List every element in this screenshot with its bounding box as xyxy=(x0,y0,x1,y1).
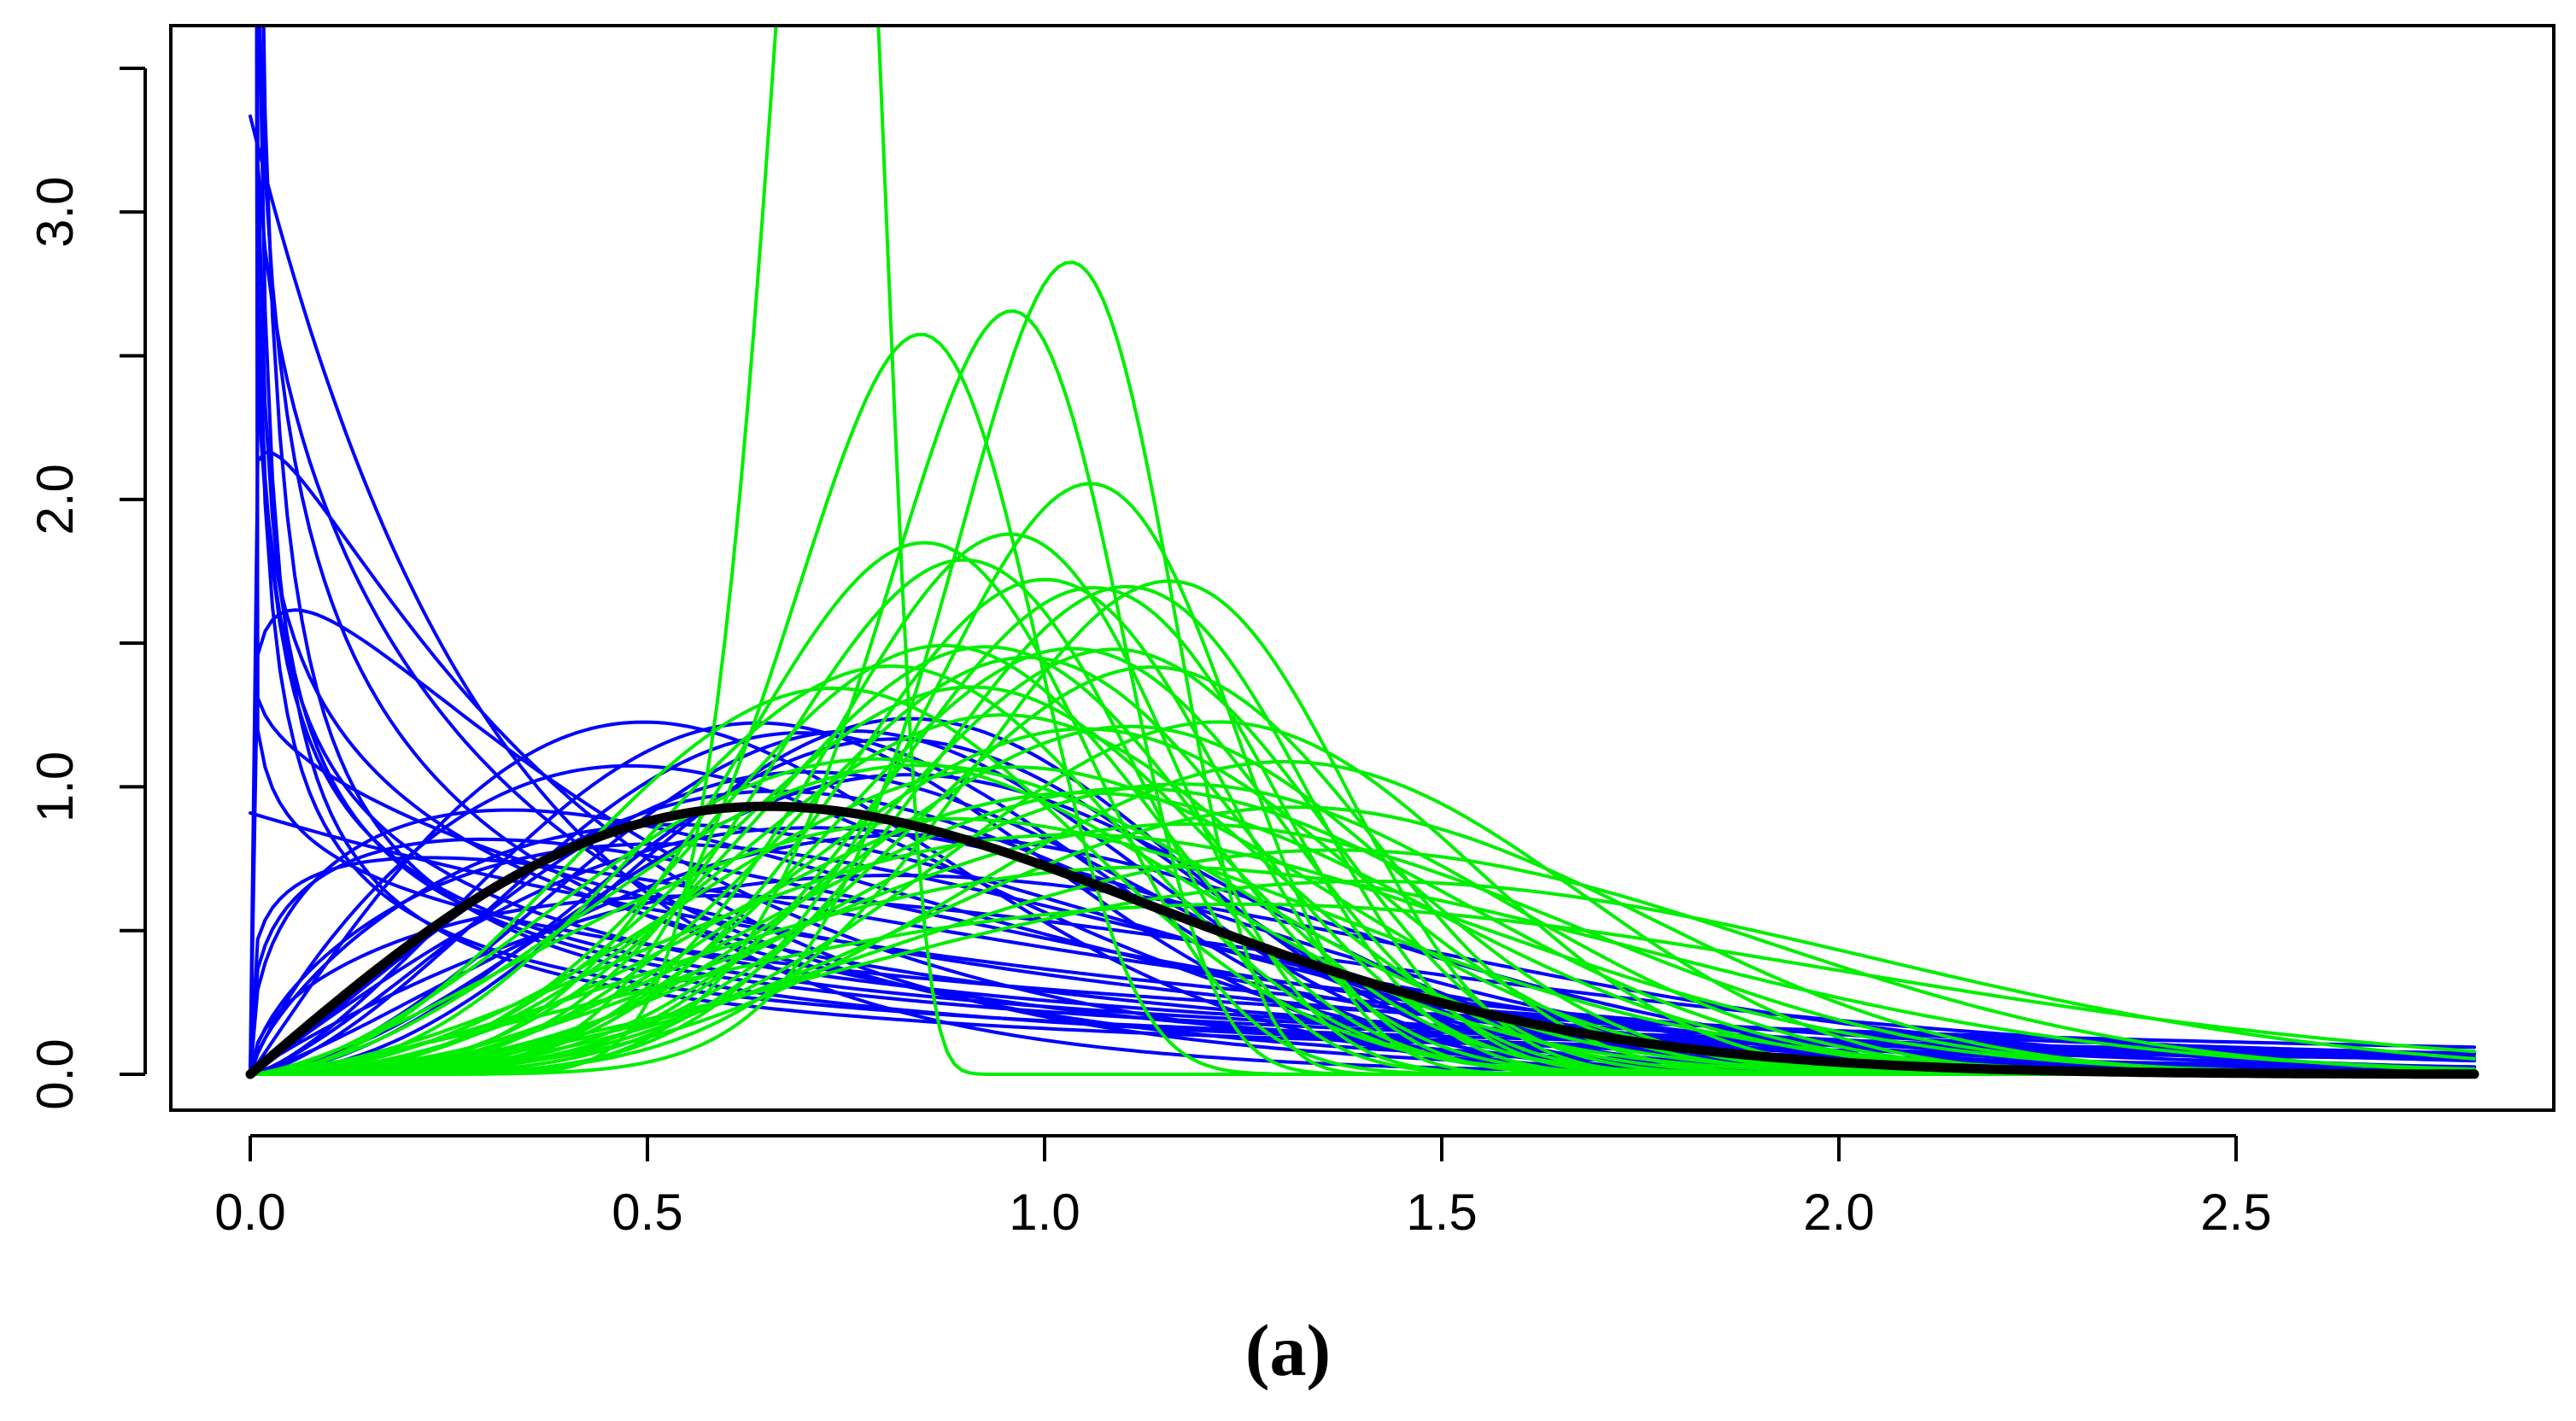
x-tick-label: 2.5 xyxy=(2200,1184,2271,1241)
x-tick-label: 1.0 xyxy=(1009,1184,1080,1241)
plot-frame xyxy=(169,24,2556,1112)
green-curve-11 xyxy=(249,879,2476,1076)
reference-curve-series xyxy=(245,801,2479,1079)
x-tick-label: 0.5 xyxy=(612,1184,682,1241)
blue-curve-27 xyxy=(249,833,2476,1076)
figure-caption: (a) xyxy=(1245,1309,1331,1391)
blue-curve-13 xyxy=(249,114,2476,1076)
x-tick-label: 1.5 xyxy=(1406,1184,1477,1241)
y-axis: 0.0 1.0 2.0 3.0 xyxy=(26,67,147,1110)
x-tick-label: 2.0 xyxy=(1803,1184,1874,1241)
green-curve-series xyxy=(249,26,2476,1076)
x-tick-label: 0.0 xyxy=(214,1184,285,1241)
y-tick-label: 1.0 xyxy=(26,751,84,822)
y-tick-label: 3.0 xyxy=(26,177,84,248)
x-axis: 0.0 0.5 1.0 1.5 2.0 2.5 xyxy=(214,1134,2272,1241)
y-tick-label: 2.0 xyxy=(26,464,84,535)
green-curve-2 xyxy=(249,260,2476,1076)
green-curve-35 xyxy=(249,902,2476,1076)
green-curve-29 xyxy=(249,848,2476,1076)
reference-curve xyxy=(245,801,2479,1079)
y-tick-label: 0.0 xyxy=(26,1038,84,1109)
